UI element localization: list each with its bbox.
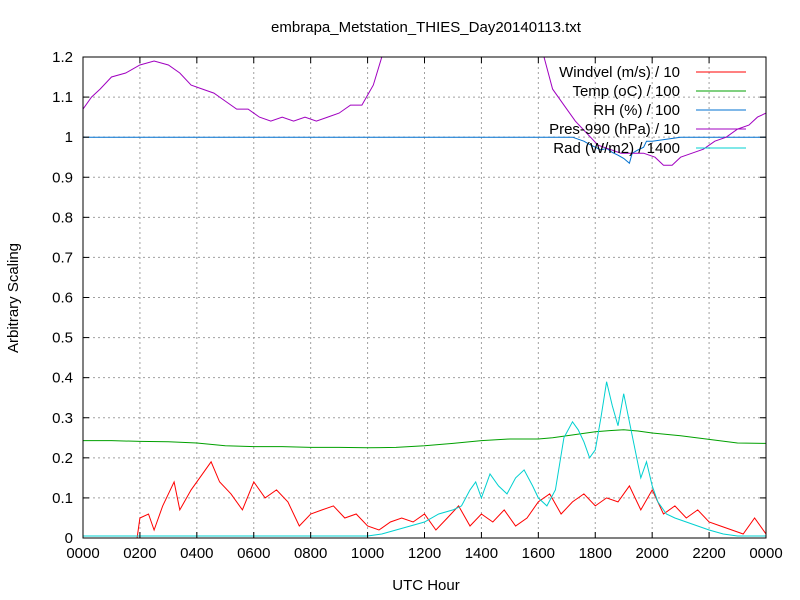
y-tick-label: 0.1 xyxy=(52,490,73,507)
legend-label: Temp (oC) / 100 xyxy=(572,83,680,100)
y-tick-label: 0.4 xyxy=(52,370,73,387)
series-line-2 xyxy=(83,429,766,449)
x-tick-label: 0000 xyxy=(749,545,782,562)
x-axis-label: UTC Hour xyxy=(392,577,460,594)
y-tick-label: 0.8 xyxy=(52,209,73,226)
x-tick-label: 1800 xyxy=(579,545,612,562)
x-tick-label: 2200 xyxy=(692,545,725,562)
x-tick-label: 1000 xyxy=(351,545,384,562)
series-lines xyxy=(83,57,766,538)
x-tick-label: 0800 xyxy=(294,545,327,562)
legend-label: RH (%) / 100 xyxy=(593,102,680,119)
tick-marks xyxy=(82,56,767,539)
y-tick-label: 1.2 xyxy=(52,49,73,66)
x-tick-label: 0000 xyxy=(66,545,99,562)
y-tick-label: 1.1 xyxy=(52,89,73,106)
y-tick-label: 0.6 xyxy=(52,290,73,307)
legend-label: Rad (W/m2) / 1400 xyxy=(553,140,680,157)
x-tick-label: 1600 xyxy=(522,545,555,562)
x-tick-label: 0200 xyxy=(123,545,156,562)
x-tick-label: 0400 xyxy=(180,545,213,562)
y-tick-label: 0 xyxy=(65,530,73,547)
x-tick-labels: 0000 0200 0400 0600 0800 1000 1200 1400 1600 1800… xyxy=(66,545,782,562)
y-axis-label: Arbitrary Scaling xyxy=(5,243,22,353)
x-tick-label: 0600 xyxy=(237,545,270,562)
legend-label: Windvel (m/s) / 10 xyxy=(559,64,680,81)
y-tick-label: 0.5 xyxy=(52,330,73,347)
legend-label: Pres-990 (hPa) / 10 xyxy=(549,121,680,138)
x-tick-label: 1200 xyxy=(408,545,441,562)
y-tick-label: 0.3 xyxy=(52,410,73,427)
y-tick-labels: 0 0.1 0.2 0.3 0.4 0.5 0.6 0.7 0.8 0.9 1 1.1 1.2 xyxy=(52,49,73,547)
series-line-4 xyxy=(83,57,766,166)
y-tick-label: 0.2 xyxy=(52,450,73,467)
series-line-5 xyxy=(83,381,766,537)
chart-title: embrapa_Metstation_THIES_Day20140113.txt xyxy=(271,19,582,36)
y-tick-label: 1 xyxy=(65,129,73,146)
series-line-3 xyxy=(83,136,766,165)
series-line-1 xyxy=(83,460,766,538)
y-tick-label: 0.7 xyxy=(52,249,73,266)
y-tick-label: 0.9 xyxy=(52,169,73,186)
x-tick-label: 1400 xyxy=(465,545,498,562)
legend: Windvel (m/s) / 10 Temp (oC) / 100 RH (%) … xyxy=(549,64,746,157)
x-tick-label: 2000 xyxy=(635,545,668,562)
